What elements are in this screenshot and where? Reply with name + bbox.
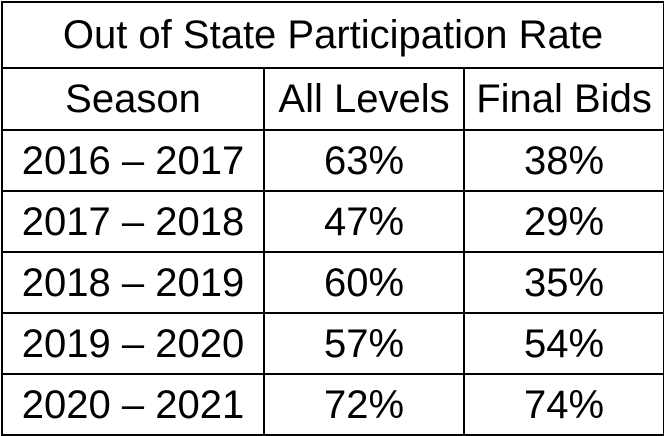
season-cell: 2020 – 2021 bbox=[1, 373, 265, 436]
header-row: Season All Levels Final Bids bbox=[1, 67, 664, 131]
table-row: 2016 – 2017 63% 38% bbox=[1, 129, 664, 192]
table-row: 2019 – 2020 57% 54% bbox=[1, 312, 664, 375]
all-levels-cell: 47% bbox=[263, 190, 465, 253]
column-header-all-levels: All Levels bbox=[263, 67, 465, 131]
final-bids-cell: 35% bbox=[463, 251, 664, 314]
all-levels-cell: 63% bbox=[263, 129, 465, 192]
final-bids-cell: 74% bbox=[463, 373, 664, 436]
title-row: Out of State Participation Rate bbox=[1, 1, 664, 69]
all-levels-cell: 72% bbox=[263, 373, 465, 436]
column-header-final-bids: Final Bids bbox=[463, 67, 664, 131]
final-bids-cell: 38% bbox=[463, 129, 664, 192]
table-row: 2020 – 2021 72% 74% bbox=[1, 373, 664, 436]
table-title: Out of State Participation Rate bbox=[1, 1, 664, 69]
final-bids-cell: 54% bbox=[463, 312, 664, 375]
season-cell: 2018 – 2019 bbox=[1, 251, 265, 314]
season-cell: 2017 – 2018 bbox=[1, 190, 265, 253]
all-levels-cell: 60% bbox=[263, 251, 465, 314]
table-row: 2018 – 2019 60% 35% bbox=[1, 251, 664, 314]
table-row: 2017 – 2018 47% 29% bbox=[1, 190, 664, 253]
final-bids-cell: 29% bbox=[463, 190, 664, 253]
column-header-season: Season bbox=[1, 67, 265, 131]
all-levels-cell: 57% bbox=[263, 312, 465, 375]
season-cell: 2016 – 2017 bbox=[1, 129, 265, 192]
season-cell: 2019 – 2020 bbox=[1, 312, 265, 375]
